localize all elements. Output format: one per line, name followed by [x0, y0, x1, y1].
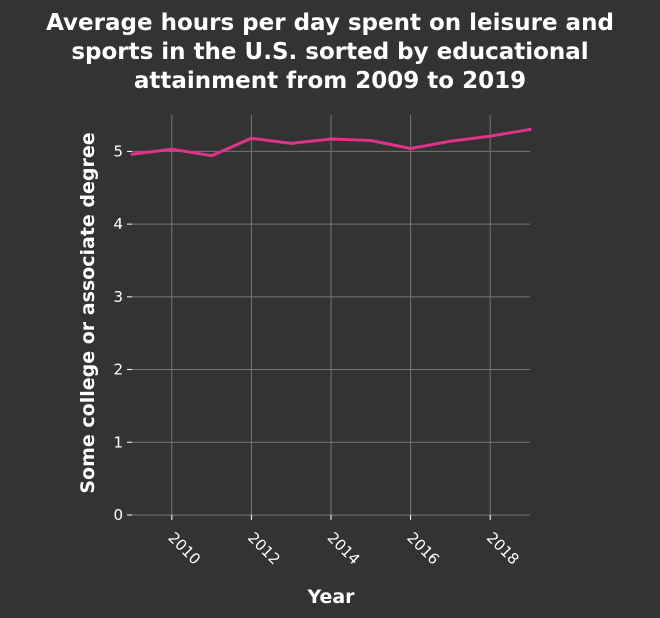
- data-point: [369, 138, 373, 142]
- y-axis-label: Some college or associate degree: [77, 132, 99, 493]
- data-point: [488, 134, 492, 138]
- x-tick-label: 2018: [483, 529, 523, 569]
- y-tick-label: 2: [113, 361, 123, 379]
- x-tick-label: 2010: [164, 529, 204, 569]
- chart-title: Average hours per day spent on leisure a…: [46, 10, 614, 94]
- y-tick-label: 3: [113, 288, 123, 306]
- chart-title-line-3: attainment from 2009 to 2019: [134, 68, 526, 94]
- data-point: [130, 152, 134, 156]
- chart-title-line-2: sports in the U.S. sorted by educational: [71, 39, 588, 65]
- x-axis-label: Year: [306, 586, 355, 608]
- y-tick-label: 0: [113, 506, 123, 524]
- y-tick-label: 4: [113, 215, 123, 233]
- y-tick-label: 5: [113, 142, 123, 160]
- y-tick-label: 1: [113, 433, 123, 451]
- data-point: [210, 154, 214, 158]
- chart-title-line-1: Average hours per day spent on leisure a…: [46, 10, 614, 36]
- data-point: [448, 139, 452, 143]
- data-point: [409, 146, 413, 150]
- grid-lines: [132, 115, 530, 516]
- data-point: [249, 136, 253, 140]
- x-tick-label: 2014: [324, 529, 364, 569]
- data-point: [170, 147, 174, 151]
- data-point: [329, 137, 333, 141]
- data-point: [528, 128, 532, 132]
- x-tick-label: 2016: [403, 529, 443, 569]
- data-point: [289, 141, 293, 145]
- series-layer: [130, 128, 532, 158]
- x-tick-label: 2012: [244, 529, 284, 569]
